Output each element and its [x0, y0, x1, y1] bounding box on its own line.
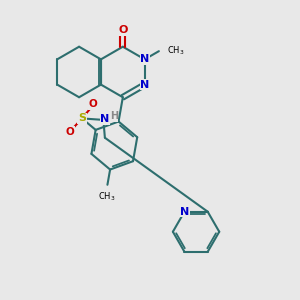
Text: O: O	[66, 127, 74, 137]
Text: H: H	[110, 111, 118, 121]
Text: N: N	[180, 207, 189, 217]
Text: CH$_3$: CH$_3$	[98, 190, 116, 202]
Text: O: O	[89, 99, 98, 109]
Text: N: N	[100, 114, 110, 124]
Text: S: S	[78, 113, 86, 123]
Text: N: N	[140, 80, 149, 90]
Text: CH$_3$: CH$_3$	[167, 45, 185, 57]
Text: O: O	[118, 26, 128, 35]
Text: N: N	[140, 54, 149, 64]
